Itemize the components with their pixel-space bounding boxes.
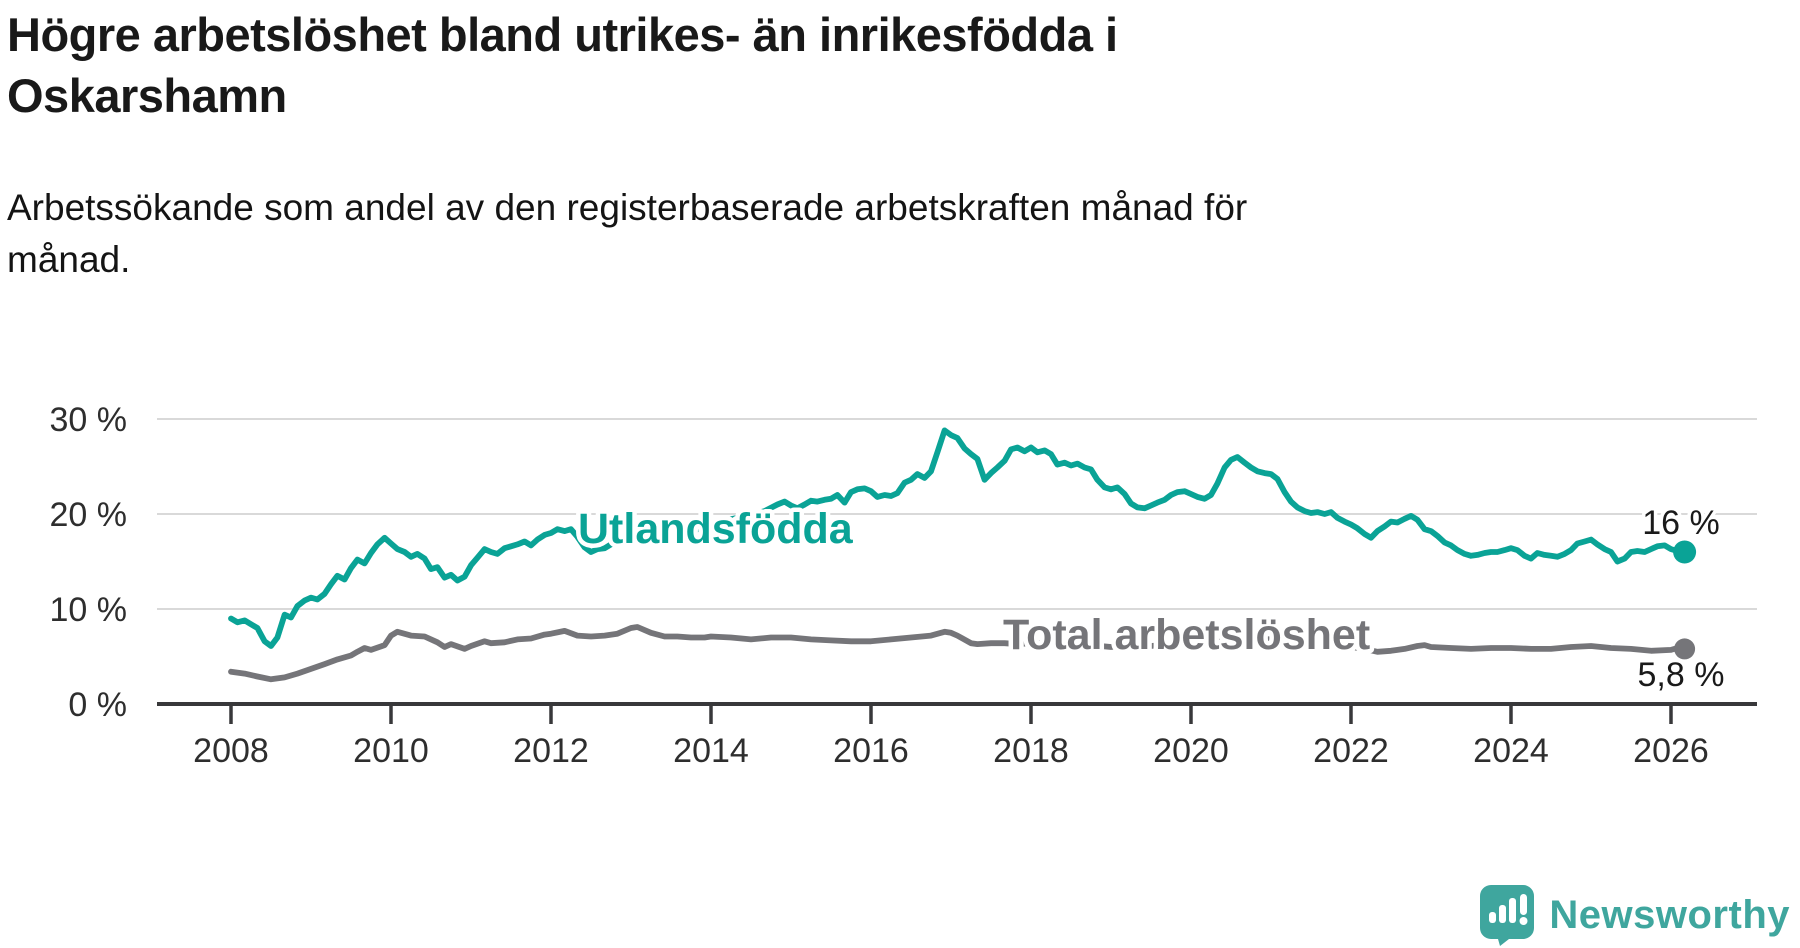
x-tick-label: 2016 <box>833 732 909 770</box>
x-tick-label: 2014 <box>673 732 749 770</box>
y-tick-label: 0 % <box>68 686 127 724</box>
exclamation-bar <box>1520 894 1528 915</box>
end-value-label-total: 5,8 % <box>1638 656 1725 694</box>
x-tick-label: 2018 <box>993 732 1069 770</box>
newsworthy-bubble-icon <box>1480 885 1535 946</box>
series-line-utlandsfodda <box>228 427 1688 649</box>
bar-2 <box>1499 905 1507 923</box>
end-value-label-utlandsfodda: 16 % <box>1642 504 1720 542</box>
series-line-total-arbetsloshet <box>228 624 1688 683</box>
x-tick-label: 2008 <box>193 732 269 770</box>
y-tick-label: 20 % <box>50 496 128 534</box>
series-label-total-arbetsloshet: Total arbetslöshet <box>1003 611 1370 659</box>
chart-subtitle: Arbetssökande som andel av den registerb… <box>7 187 1248 280</box>
x-tick-label: 2022 <box>1313 732 1389 770</box>
series-label-utlandsfodda: Utlandsfödda <box>578 505 854 553</box>
x-tick-label: 2026 <box>1633 732 1709 770</box>
bar-3 <box>1509 898 1517 923</box>
y-tick-label: 30 % <box>50 401 128 439</box>
bubble-shape <box>1480 885 1535 946</box>
y-tick-label: 10 % <box>50 591 128 629</box>
x-tick-label: 2020 <box>1153 732 1229 770</box>
plot-area: 2008 2010 2012 2014 2016 2018 2020 2022 2024 2026… <box>50 401 1757 770</box>
chart-title: Högre arbetslöshet bland utrikes- än inr… <box>7 8 1118 122</box>
newsworthy-logo: Newsworthy <box>1479 884 1790 946</box>
brand-name: Newsworthy <box>1549 892 1790 937</box>
series-end-dot-utlandsfodda <box>1673 540 1697 564</box>
bar-1 <box>1489 912 1497 923</box>
exclamation-dot <box>1519 917 1528 925</box>
x-tick-label: 2024 <box>1473 732 1549 770</box>
x-tick-label: 2012 <box>513 732 589 770</box>
series-end-dot-total-arbetsloshet <box>1674 638 1696 660</box>
x-tick-label: 2010 <box>353 732 429 770</box>
